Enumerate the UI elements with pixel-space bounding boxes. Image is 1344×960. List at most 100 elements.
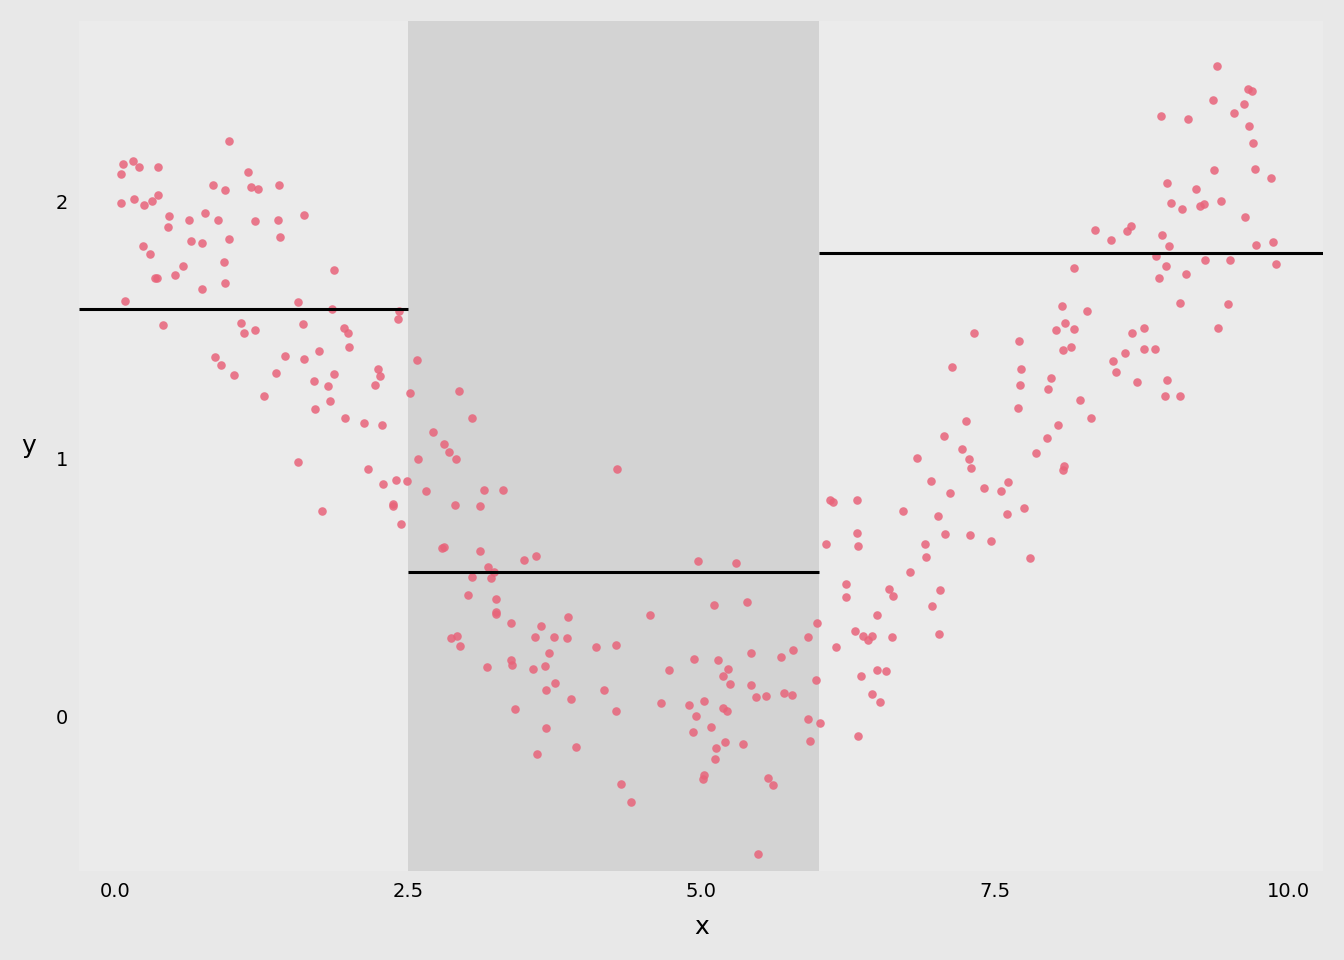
Point — [692, 771, 714, 786]
Point — [1068, 393, 1090, 408]
Point — [269, 178, 290, 193]
Point — [805, 673, 827, 688]
Point — [110, 166, 132, 181]
Point — [558, 610, 579, 625]
Point — [1040, 371, 1062, 386]
Point — [1238, 118, 1259, 133]
Point — [726, 556, 747, 571]
Point — [214, 254, 235, 270]
Point — [1266, 256, 1288, 272]
Point — [438, 444, 460, 460]
Point — [1262, 235, 1284, 251]
Point — [431, 540, 453, 556]
Point — [915, 536, 937, 551]
Point — [383, 496, 405, 512]
Point — [214, 182, 235, 198]
Point — [128, 159, 149, 175]
Point — [1145, 341, 1167, 356]
Point — [1013, 500, 1035, 516]
Point — [204, 349, 226, 365]
Point — [527, 746, 548, 761]
Point — [1081, 410, 1102, 425]
Point — [223, 367, 245, 382]
Point — [159, 208, 180, 224]
Point — [1171, 201, 1192, 216]
Point — [439, 631, 461, 646]
Point — [762, 778, 784, 793]
Point — [485, 604, 507, 619]
Point — [980, 534, 1001, 549]
Point — [333, 320, 355, 335]
Point — [446, 628, 468, 643]
Point — [140, 246, 161, 261]
Point — [269, 229, 290, 245]
Point — [685, 708, 707, 724]
Point — [1117, 224, 1138, 239]
Point — [712, 700, 734, 715]
Point — [1185, 181, 1207, 197]
Point — [867, 662, 888, 678]
Point — [1150, 108, 1172, 124]
Point — [806, 615, 828, 631]
Point — [245, 322, 266, 337]
Bar — [818, 21, 1322, 871]
Point — [704, 740, 726, 756]
Point — [433, 539, 454, 554]
Point — [782, 642, 804, 658]
Point — [929, 582, 950, 597]
Point — [1046, 323, 1067, 338]
Point — [606, 461, 628, 476]
Point — [203, 177, 224, 192]
Point — [847, 525, 868, 540]
Point — [1156, 258, 1177, 274]
Point — [461, 569, 482, 585]
Point — [449, 638, 470, 654]
Point — [1234, 96, 1255, 111]
Point — [233, 325, 254, 341]
Point — [317, 378, 339, 394]
Point — [501, 658, 523, 673]
Point — [1152, 228, 1173, 243]
Point — [534, 659, 555, 674]
Point — [650, 696, 672, 711]
Point — [114, 294, 136, 309]
Point — [703, 598, 724, 613]
Point — [781, 687, 802, 703]
Point — [1101, 232, 1122, 248]
Point — [288, 454, 309, 469]
Point — [1114, 346, 1136, 361]
Point — [1261, 170, 1282, 185]
Point — [798, 733, 820, 749]
Point — [208, 212, 230, 228]
Point — [457, 588, 478, 603]
Point — [681, 725, 703, 740]
Point — [844, 624, 866, 639]
Point — [560, 691, 582, 707]
Point — [265, 365, 286, 380]
Point — [476, 659, 497, 674]
Point — [110, 195, 132, 210]
Point — [370, 369, 391, 384]
Point — [875, 663, 896, 679]
Point — [847, 728, 868, 743]
Point — [1156, 372, 1177, 388]
Point — [694, 767, 715, 782]
Point — [1245, 161, 1266, 177]
Point — [882, 629, 903, 644]
Point — [387, 311, 409, 326]
Point — [524, 629, 546, 644]
Point — [732, 736, 754, 752]
Point — [907, 450, 929, 466]
Point — [956, 414, 977, 429]
Point — [556, 630, 578, 645]
Point — [231, 315, 253, 330]
Point — [526, 548, 547, 564]
Point — [1047, 418, 1068, 433]
Point — [112, 156, 133, 172]
Point — [1169, 296, 1191, 311]
Point — [396, 473, 418, 489]
Point — [1160, 196, 1181, 211]
Point — [293, 317, 314, 332]
Point — [500, 615, 521, 631]
Point — [543, 630, 564, 645]
